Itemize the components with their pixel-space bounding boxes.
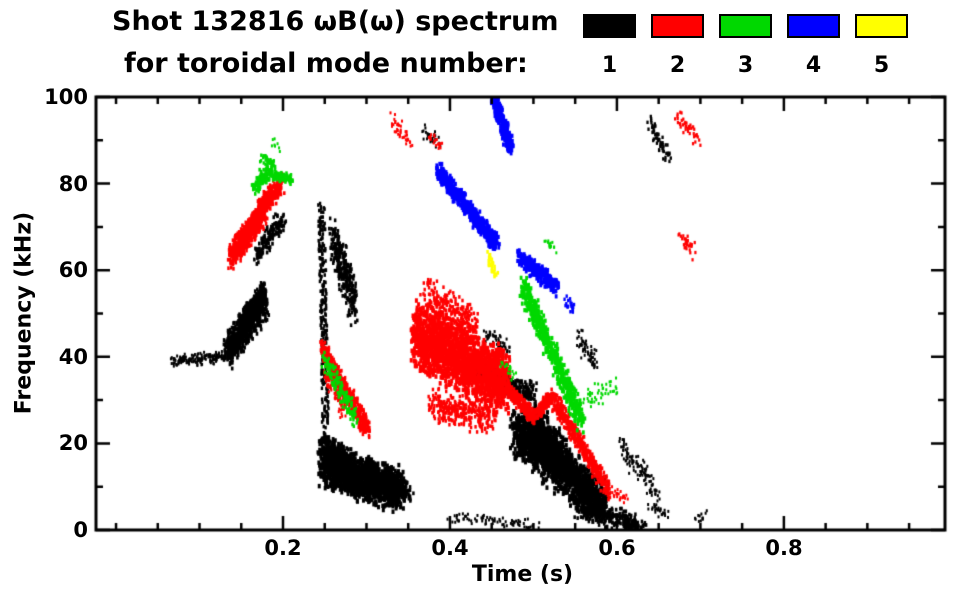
x-tick-label-08: 0.8: [765, 536, 803, 560]
x-tick-label-04: 0.4: [431, 536, 469, 560]
legend-label-mode1: 1: [601, 53, 618, 78]
legend-swatch-mode1: [583, 14, 636, 38]
chart-subtitle: for toroidal mode number:: [124, 48, 528, 79]
legend-label-mode2: 2: [669, 53, 686, 78]
legend-swatch-mode5: [855, 14, 908, 38]
legend-label-mode3: 3: [737, 53, 754, 78]
x-axis-title: Time (s): [471, 562, 574, 587]
x-tick-label-06: 0.6: [598, 536, 636, 560]
legend-label-mode4: 4: [805, 53, 822, 78]
legend-swatch-mode2: [651, 14, 704, 38]
legend-label-mode5: 5: [873, 53, 890, 78]
x-tick-label-02: 0.2: [264, 536, 302, 560]
y-tick-label-80: 80: [58, 172, 88, 196]
y-tick-label-60: 60: [58, 258, 88, 282]
chart-title: Shot 132816 ωB(ω) spectrum: [112, 6, 559, 37]
y-tick-label-100: 100: [44, 85, 88, 109]
y-axis-title: Frequency (kHz): [11, 211, 37, 415]
y-tick-label-20: 20: [58, 431, 88, 455]
y-tick-label-0: 0: [73, 518, 88, 542]
y-tick-label-40: 40: [58, 345, 88, 369]
legend-swatch-mode4: [787, 14, 840, 38]
legend-swatch-mode3: [719, 14, 772, 38]
